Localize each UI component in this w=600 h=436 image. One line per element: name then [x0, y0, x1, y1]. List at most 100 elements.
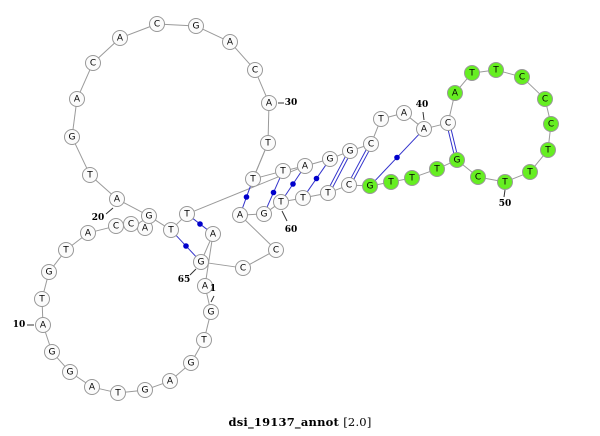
nucleotide: T — [260, 135, 276, 151]
backbone-segment — [449, 100, 454, 116]
nucleotide-circle — [396, 105, 412, 121]
nucleotide-circle — [222, 34, 238, 50]
nucleotide-circle — [245, 171, 261, 187]
nucleotide: G — [256, 206, 272, 222]
nucleotide-circle-highlighted — [404, 170, 420, 186]
backbone-segment — [257, 76, 267, 97]
nucleotide-circle-highlighted — [537, 91, 553, 107]
caption-version: [2.0] — [343, 415, 372, 429]
backbone-segment — [245, 219, 271, 246]
backbone-segment — [72, 106, 77, 130]
nucleotide-circle — [273, 194, 289, 210]
backbone-segment — [203, 240, 211, 256]
backbone-segment — [269, 205, 276, 211]
backbone-segment — [527, 81, 540, 95]
nucleotide-circle-highlighted — [514, 69, 530, 85]
nucleotide: A — [396, 105, 412, 121]
backbone-segment — [356, 145, 365, 150]
nucleotide-circle — [35, 317, 51, 333]
nucleotide-circle — [297, 158, 313, 174]
nucleotide: T — [58, 242, 74, 258]
nucleotide: A — [109, 191, 125, 207]
nucleotide-circle — [58, 242, 74, 258]
backbone-segment — [234, 47, 251, 65]
nucleotide: G — [137, 382, 153, 398]
backbone-segment — [534, 155, 544, 167]
nucleotide: G — [362, 178, 378, 194]
base-pair-dot — [290, 181, 296, 187]
base-pair-layer — [175, 129, 458, 257]
nucleotide: C — [341, 177, 357, 193]
backbone-segment — [409, 117, 419, 125]
backbone-segment — [155, 219, 165, 227]
position-tick — [281, 210, 288, 222]
position-label-50: 50 — [499, 199, 512, 209]
nucleotide: A — [297, 158, 313, 174]
backbone-segment — [43, 279, 48, 292]
nucleotide-circle — [197, 278, 213, 294]
figure-caption: dsi_19137_annot [2.0] — [0, 415, 600, 429]
base-pair-dot — [394, 154, 400, 161]
backbone-segment — [164, 23, 189, 27]
nucleotide: G — [193, 254, 209, 270]
nucleotide: A — [84, 379, 100, 395]
nucleotide-circle — [69, 91, 85, 107]
nucleotide: T — [82, 167, 98, 183]
backbone-segment — [336, 153, 344, 157]
backbone-segment — [312, 160, 323, 165]
nucleotide: C — [440, 115, 456, 131]
position-tick — [422, 111, 425, 121]
position-label-1: 1 — [210, 284, 216, 294]
backbone-segment — [310, 193, 321, 198]
backbone-segment — [74, 143, 88, 169]
nucleotide-circle — [373, 111, 389, 127]
nucleotide-circle — [41, 264, 57, 280]
nucleotide: C — [470, 169, 486, 185]
backbone-segment — [79, 69, 91, 93]
nucleotide-circle-highlighted — [488, 62, 504, 78]
nucleotide: C — [514, 69, 530, 85]
nucleotide-circle — [179, 206, 195, 222]
nucleotide: T — [429, 161, 445, 177]
nucleotide-circle — [363, 136, 379, 152]
nucleotide-circle — [322, 151, 338, 167]
nucleotide: A — [112, 30, 128, 46]
nucleotide-circle-highlighted — [522, 164, 538, 180]
nucleotide-circle — [34, 291, 50, 307]
nucleotide-circle — [163, 222, 179, 238]
position-tick — [189, 268, 197, 276]
nucleotide: C — [235, 260, 251, 276]
nucleotide: G — [64, 129, 80, 145]
nucleotide-circle — [235, 260, 251, 276]
nucleotide: T — [488, 62, 504, 78]
nucleotide: A — [222, 34, 238, 50]
nucleotide: A — [447, 85, 463, 101]
nucleotide-circle — [260, 135, 276, 151]
backbone-segment — [75, 375, 87, 384]
backbone-segment — [71, 237, 83, 246]
nucleotide: C — [247, 62, 263, 78]
nucleotide: T — [464, 65, 480, 81]
backbone-segment — [373, 125, 379, 138]
base-pair-dot — [197, 221, 203, 227]
nucleotide-circle — [196, 332, 212, 348]
backbone-segment — [479, 70, 489, 73]
backbone-segment — [443, 162, 451, 167]
backbone-segment — [431, 124, 441, 128]
nucleotide: A — [416, 121, 432, 137]
nucleotide-circle — [183, 355, 199, 371]
base-pair-dot — [183, 243, 189, 249]
backbone-segment — [485, 177, 498, 182]
nucleotide: G — [203, 304, 219, 320]
nucleotide-circle-highlighted — [429, 161, 445, 177]
backbone-segment — [126, 26, 151, 36]
nucleotide: T — [196, 332, 212, 348]
nucleotide: T — [522, 164, 538, 180]
nucleotide-circle — [295, 190, 311, 206]
nucleotide-circle-highlighted — [540, 142, 556, 158]
backbone-segment — [44, 331, 51, 346]
backbone-segment — [260, 172, 276, 178]
backbone-segment — [388, 114, 397, 118]
backbone-segment — [205, 319, 210, 333]
